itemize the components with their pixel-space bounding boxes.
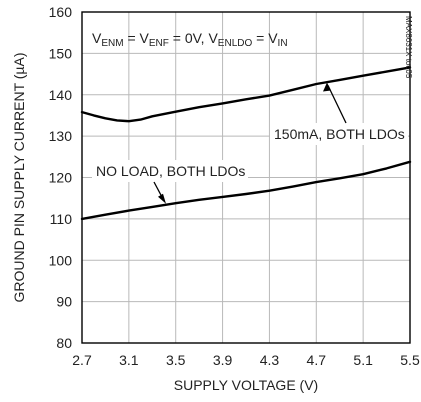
y-axis-ticks: 80 90 100 110 120 130 140 150 160 bbox=[49, 4, 73, 351]
y-tick-label: 80 bbox=[56, 335, 72, 351]
annotation-150ma-arrowhead bbox=[323, 82, 331, 92]
y-tick-label: 100 bbox=[49, 252, 73, 268]
x-tick-label: 2.7 bbox=[72, 352, 92, 368]
watermark-label: MAX8631X toc05 bbox=[404, 16, 413, 79]
x-tick-label: 3.9 bbox=[213, 352, 233, 368]
conditions-text: V bbox=[92, 30, 102, 46]
y-tick-label: 150 bbox=[49, 45, 73, 61]
x-tick-label: 5.5 bbox=[400, 352, 420, 368]
conditions-subscript: ENLDO bbox=[218, 38, 253, 49]
x-axis-label: SUPPLY VOLTAGE (V) bbox=[174, 377, 318, 393]
annotation-150ma-background bbox=[270, 123, 408, 145]
conditions-subscript: ENF bbox=[149, 38, 169, 49]
conditions-subscript: IN bbox=[278, 38, 288, 49]
conditions-label: VENM = VENF = 0V, VENLDO = VIN bbox=[92, 30, 288, 49]
y-tick-label: 160 bbox=[49, 4, 73, 20]
series-lines bbox=[80, 66, 412, 221]
annotation-150ma-pointer bbox=[327, 85, 347, 124]
conditions-text: = 0V, V bbox=[169, 30, 219, 46]
annotation-150ma: 150mA, BOTH LDOs bbox=[274, 126, 405, 142]
y-tick-label: 130 bbox=[49, 128, 73, 144]
x-tick-label: 5.1 bbox=[353, 352, 373, 368]
x-tick-label: 4.7 bbox=[307, 352, 327, 368]
y-tick-label: 120 bbox=[49, 170, 73, 186]
x-tick-label: 4.3 bbox=[260, 352, 280, 368]
conditions-subscript: ENM bbox=[101, 38, 123, 49]
plot-frame bbox=[81, 11, 411, 344]
y-tick-label: 140 bbox=[49, 87, 73, 103]
annotation-noload-arrowhead bbox=[158, 193, 166, 204]
series-line-0 bbox=[80, 66, 412, 123]
series-line-1 bbox=[80, 160, 412, 221]
conditions-text: = V bbox=[252, 30, 278, 46]
y-axis-label: GROUND PIN SUPPLY CURRENT (µA) bbox=[11, 53, 27, 303]
x-axis-ticks: 2.7 3.1 3.5 3.9 4.3 4.7 5.1 5.5 bbox=[72, 352, 420, 368]
y-tick-label: 110 bbox=[50, 211, 73, 227]
annotation-noload-background bbox=[92, 160, 248, 182]
y-tick-label: 90 bbox=[56, 294, 72, 310]
conditions-text: = V bbox=[124, 30, 150, 46]
x-tick-label: 3.5 bbox=[166, 352, 186, 368]
x-tick-label: 3.1 bbox=[119, 352, 139, 368]
annotation-noload: NO LOAD, BOTH LDOs bbox=[96, 163, 245, 179]
